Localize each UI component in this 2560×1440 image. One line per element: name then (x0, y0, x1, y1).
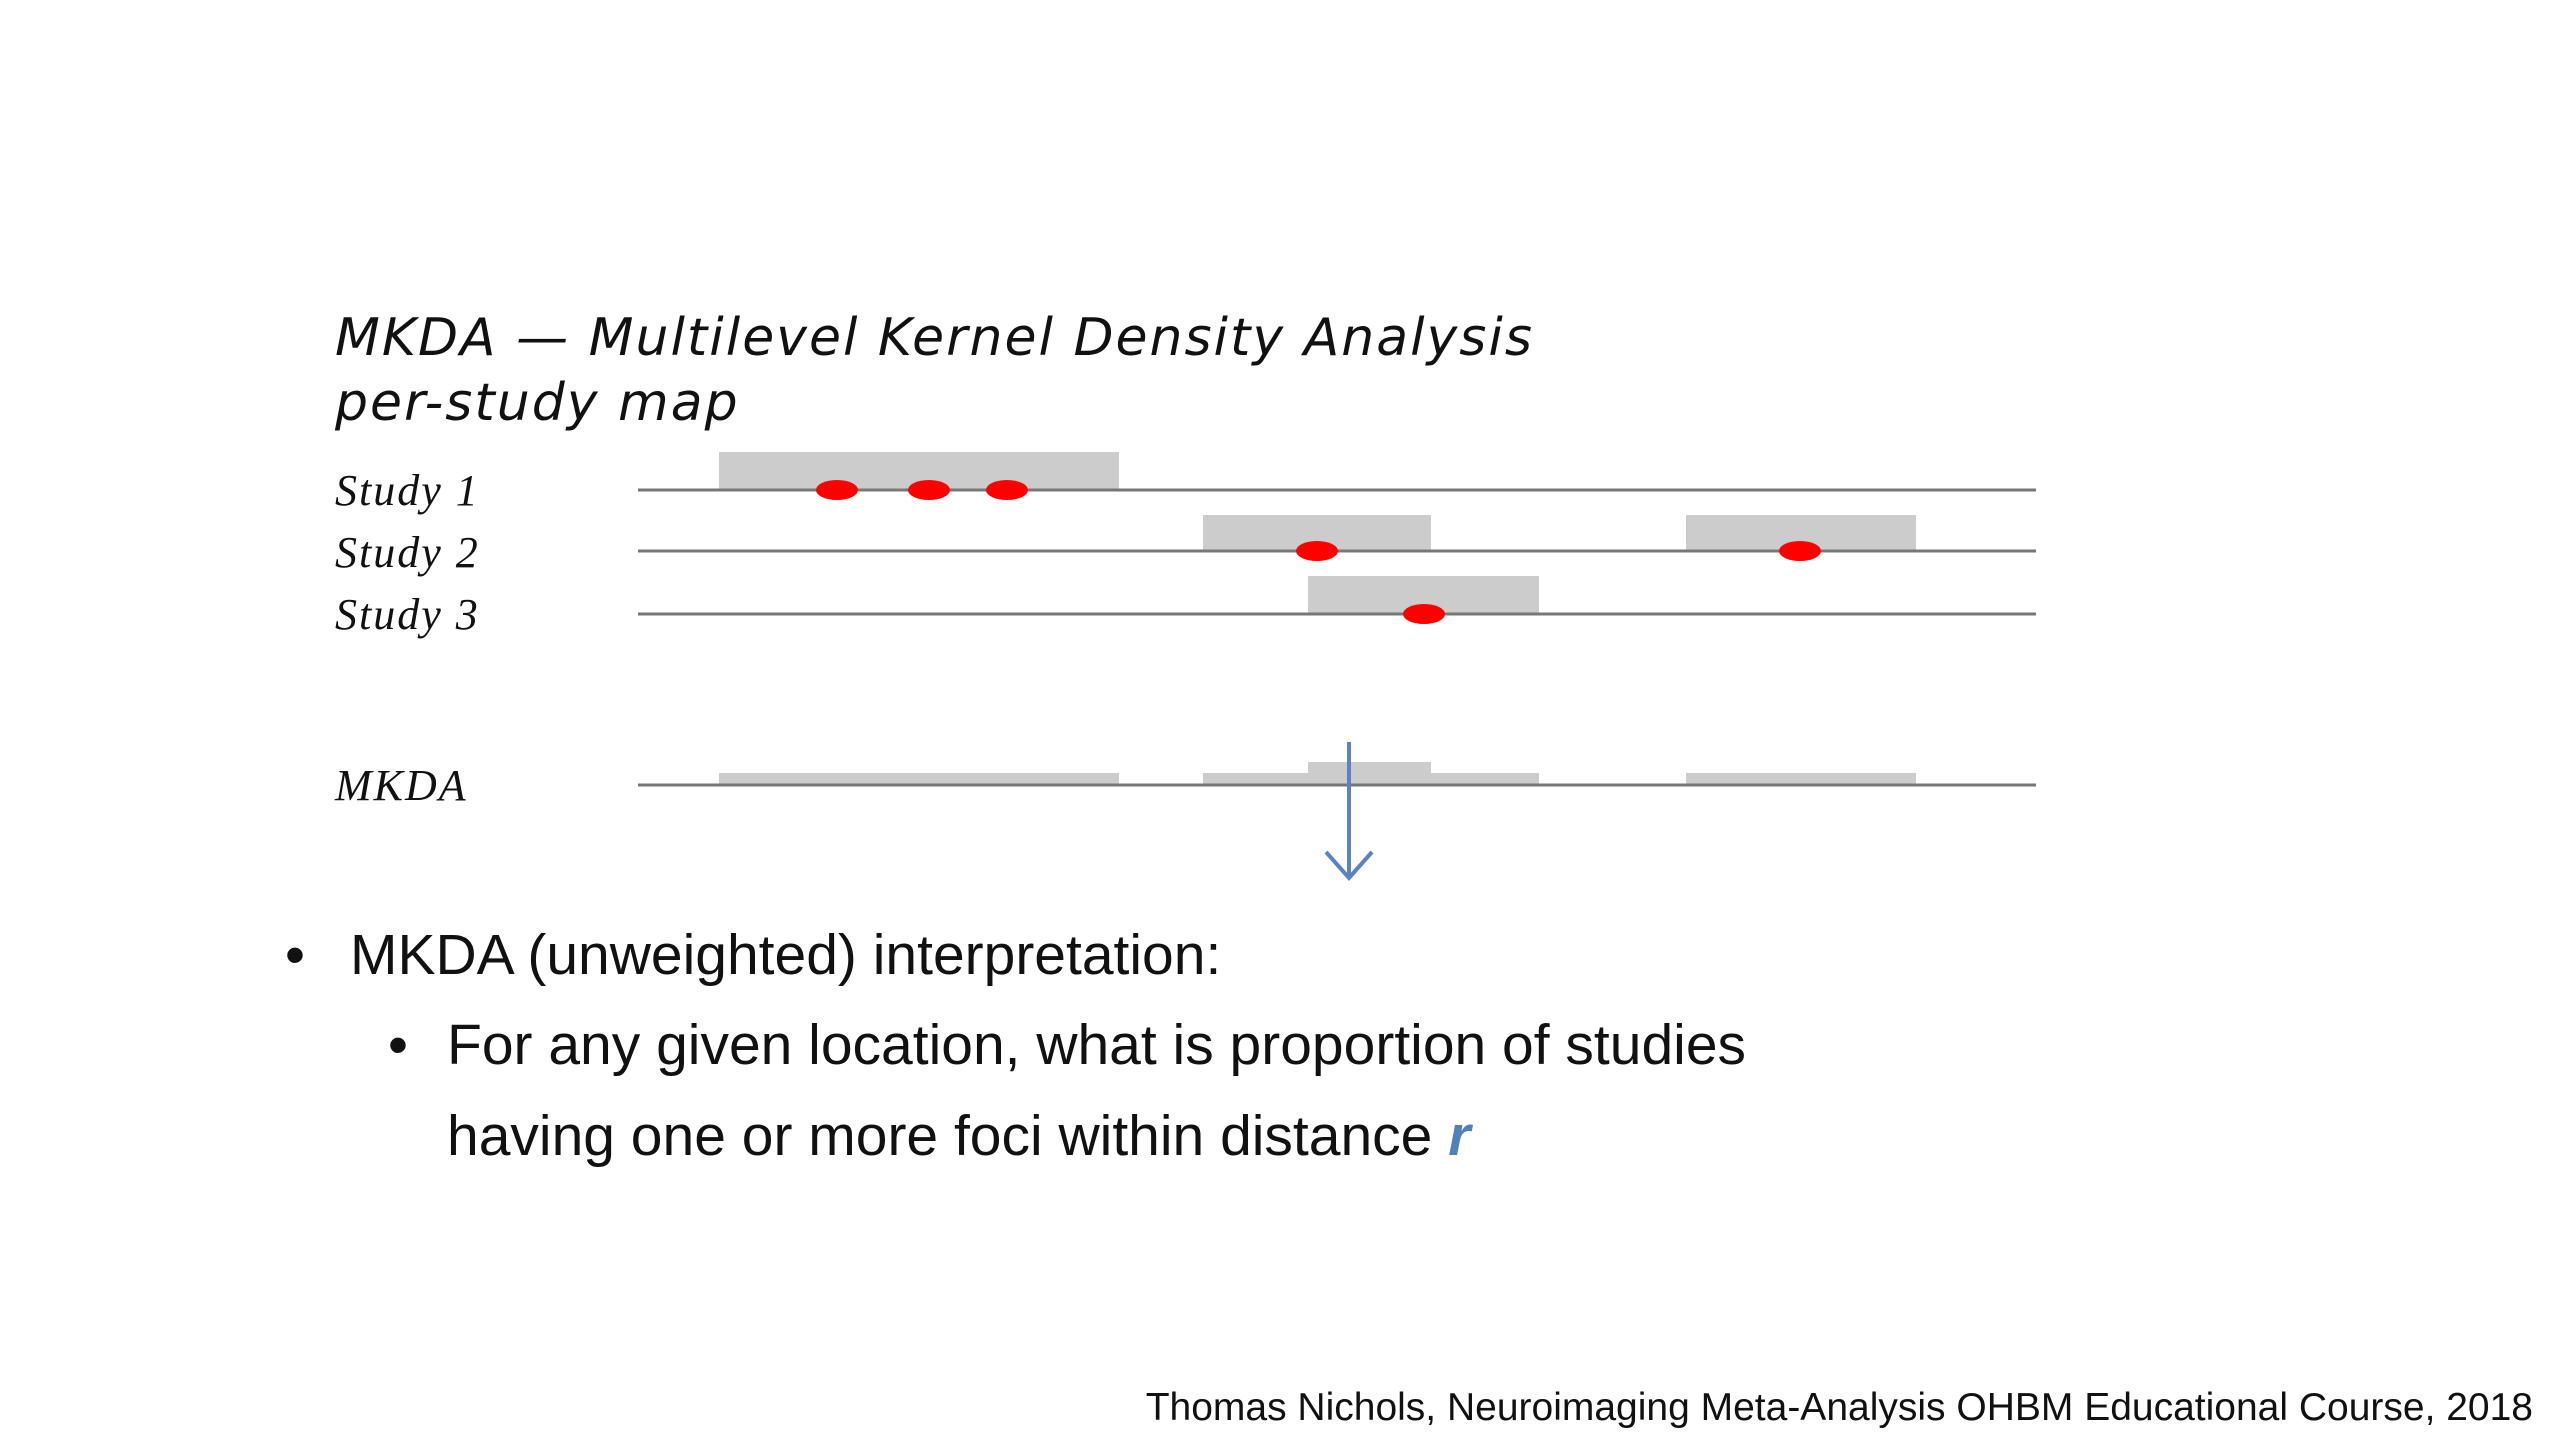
row-label: Study 1 (335, 466, 480, 515)
bullet-text: MKDA (unweighted) interpretation: (350, 923, 1221, 987)
row-label: Study 3 (335, 590, 480, 639)
sub-bullet-text: For any given location, what is proporti… (447, 1013, 1746, 1077)
bullet: • (388, 1013, 408, 1077)
footer: Thomas Nichols, Neuroimaging Meta-Analys… (1146, 1386, 2533, 1429)
emphasis: r (1448, 1104, 1473, 1168)
focus (908, 480, 950, 500)
arrow (1324, 742, 1374, 882)
focus (986, 480, 1028, 500)
mkda-box (719, 773, 1119, 785)
row-label: Study 2 (335, 528, 480, 577)
sub-bullet-text: having one or more foci within distance … (447, 1104, 1473, 1168)
focus (1779, 541, 1821, 561)
focus (1296, 541, 1338, 561)
mkda-box (1686, 773, 1916, 785)
bullet: • (285, 923, 305, 987)
title: MKDA — Multilevel Kernel Density Analysi… (335, 308, 1534, 368)
diagram-shapes (638, 452, 2036, 882)
subtitle: per-study map (334, 373, 740, 433)
text-line: having one or more foci within distance (447, 1104, 1432, 1168)
mkda-box (1308, 762, 1431, 774)
summary-label: MKDA (334, 761, 468, 810)
focus (816, 480, 858, 500)
focus (1403, 604, 1445, 624)
mkda-box (1203, 773, 1539, 785)
